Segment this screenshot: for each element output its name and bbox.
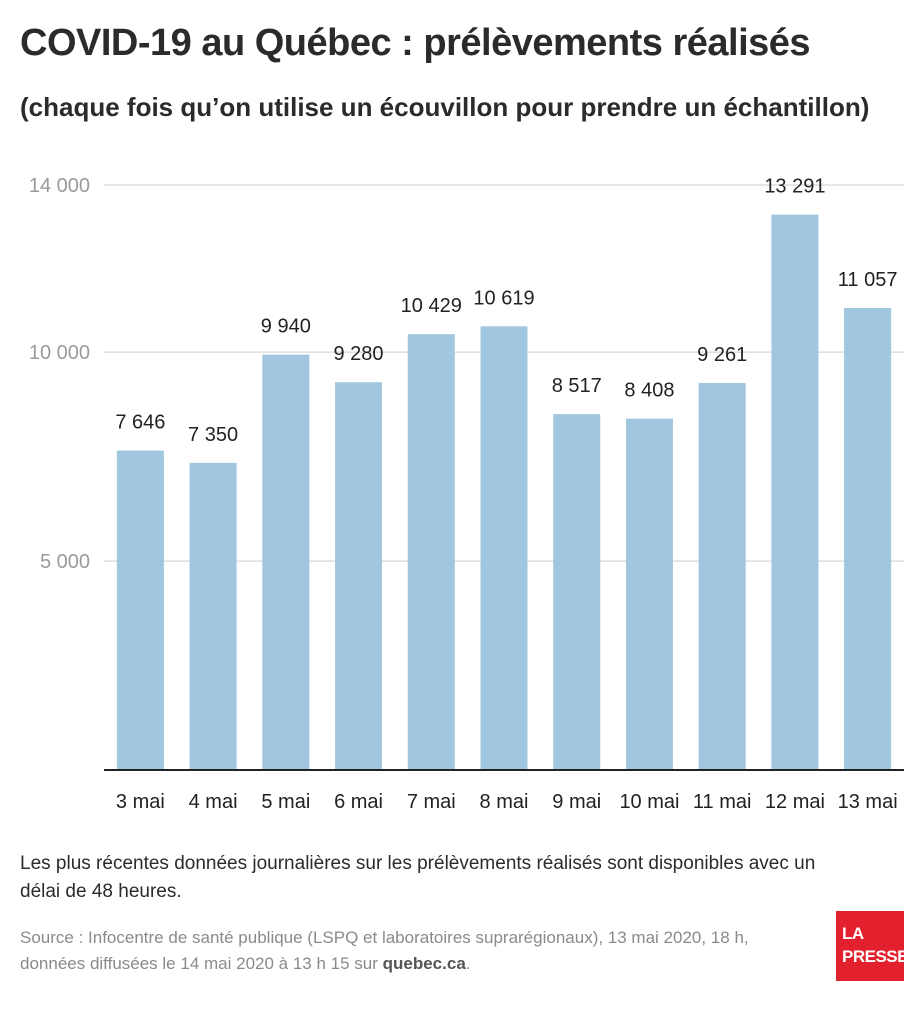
y-tick-label: 14 000 [29, 175, 90, 197]
bar-value-label: 9 280 [334, 343, 384, 365]
bar-value-label: 8 517 [552, 375, 602, 397]
x-tick-label: 5 mai [261, 791, 310, 813]
x-tick-label: 11 mai [693, 791, 752, 813]
bar-value-label: 10 429 [401, 295, 462, 317]
logo-line-1: LA [842, 924, 864, 943]
bar [771, 214, 819, 770]
x-tick-label: 8 mai [480, 791, 529, 813]
bar-value-label: 13 291 [764, 176, 825, 198]
bar [844, 307, 892, 770]
x-tick-label: 12 mai [765, 791, 825, 813]
x-tick-label: 4 mai [189, 791, 238, 813]
bar [698, 383, 746, 770]
x-tick-label: 10 mai [619, 791, 679, 813]
source-text: Source : Infocentre de santé publique (L… [20, 928, 749, 973]
bar-value-label: 9 261 [697, 344, 747, 366]
bar [189, 462, 237, 770]
chart-title: COVID-19 au Québec : prélèvements réalis… [20, 22, 811, 64]
bar-value-label: 10 619 [473, 287, 534, 309]
value-labels: 7 646 7 350 9 940 9 280 10 429 10 619 8 517 8 4… [115, 176, 897, 446]
x-tick-label: 13 mai [838, 791, 898, 813]
bar [625, 418, 673, 770]
bar [480, 326, 528, 770]
source-end: . [465, 954, 471, 973]
bar-value-label: 7 350 [188, 424, 238, 446]
bar [262, 354, 310, 770]
y-tick-label: 5 000 [40, 551, 90, 573]
y-axis-ticks: 5 000 10 000 14 000 [29, 175, 90, 573]
source-note: Source : Infocentre de santé publique (L… [20, 925, 810, 977]
logo-line-2: PRESSE [842, 947, 908, 966]
x-tick-label: 3 mai [116, 791, 165, 813]
footnote: Les plus récentes données journalières s… [20, 853, 816, 902]
bar-value-label: 8 408 [624, 380, 674, 402]
x-tick-label: 7 mai [407, 791, 456, 813]
la-presse-logo: LA PRESSE [836, 911, 908, 981]
chart-subtitle: (chaque fois qu’on utilise un écouvillon… [20, 92, 870, 122]
bar-chart: 5 000 10 000 14 000 7 646 7 350 9 940 9 280 10… [29, 175, 904, 813]
bar [407, 334, 455, 770]
bar-value-label: 7 646 [115, 412, 165, 434]
x-tick-label: 9 mai [552, 791, 601, 813]
bar [553, 414, 601, 770]
bar-value-label: 9 940 [261, 316, 311, 338]
source-link[interactable]: quebec.ca [382, 954, 466, 973]
x-axis-categories: 3 mai 4 mai 5 mai 6 mai 7 mai 8 mai 9 mai 10 ma… [116, 791, 898, 813]
bar [116, 450, 164, 770]
bars [116, 214, 892, 770]
bar-value-label: 11 057 [838, 269, 898, 291]
x-tick-label: 6 mai [334, 791, 383, 813]
bar [335, 382, 383, 770]
y-tick-label: 10 000 [29, 342, 90, 364]
